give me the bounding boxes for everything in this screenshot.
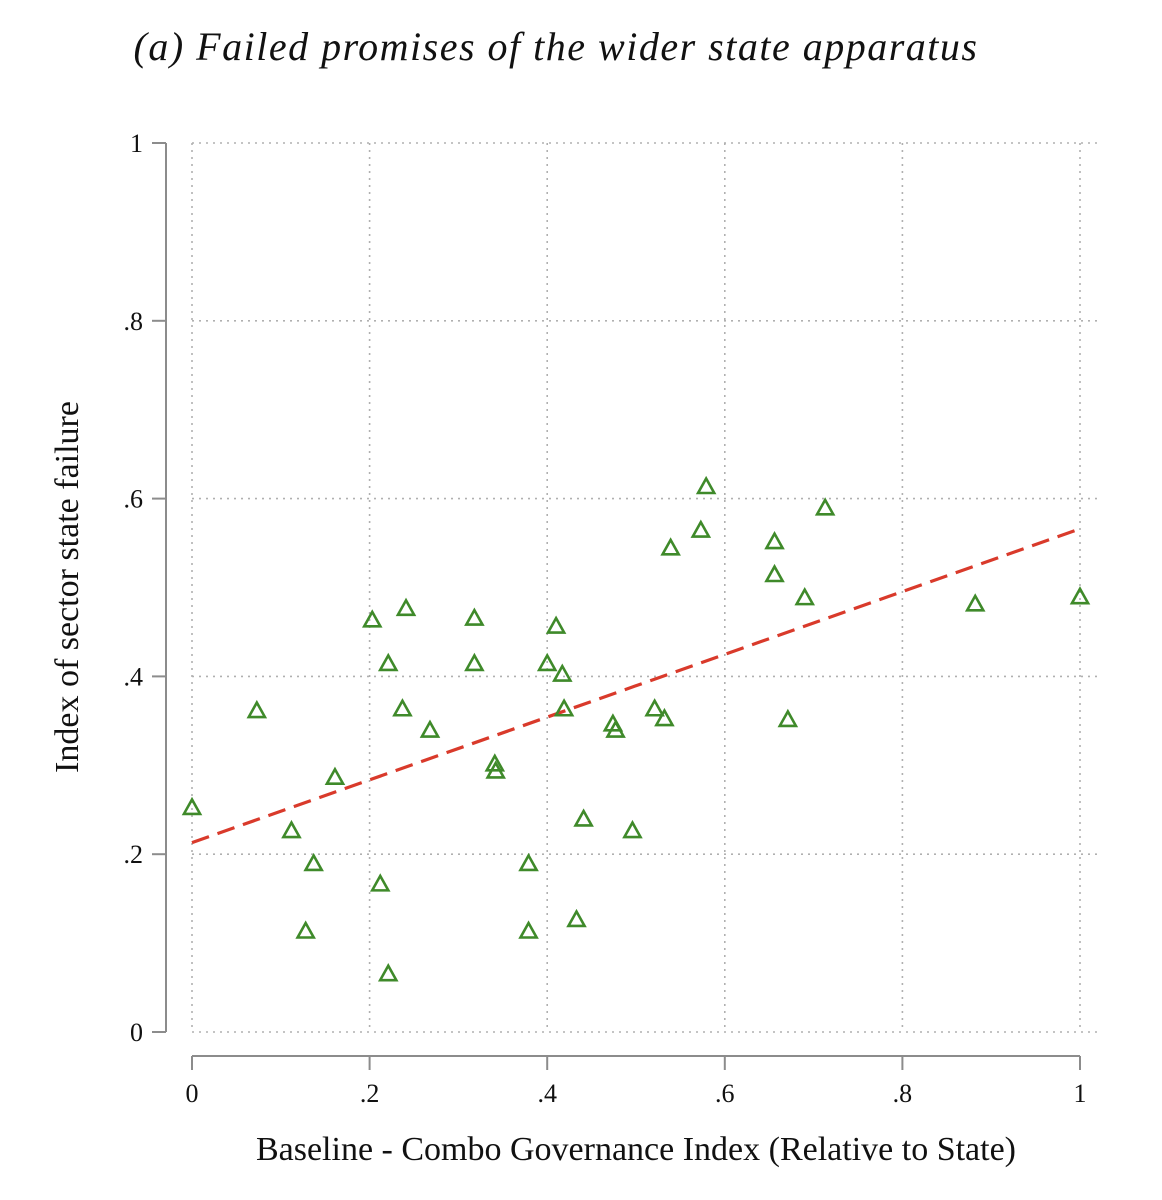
x-tick-label: .2 [360, 1079, 380, 1108]
data-point [377, 652, 399, 672]
data-point [566, 908, 587, 928]
data-point [777, 708, 799, 728]
data-point [536, 652, 558, 672]
data-point [545, 615, 567, 634]
data-point [764, 530, 785, 550]
data-point [392, 698, 413, 717]
axes [165, 143, 1080, 1057]
data-point [369, 873, 391, 892]
data-point [484, 753, 506, 772]
x-tick-label: 1 [1074, 1079, 1087, 1108]
data-point [464, 607, 485, 626]
data-point [361, 609, 383, 628]
x-tick-label: .4 [537, 1079, 557, 1108]
data-point [246, 699, 268, 719]
data-point [485, 760, 506, 779]
data-point [695, 475, 717, 495]
data-point [303, 852, 324, 872]
x-tick-label: .8 [893, 1079, 913, 1108]
data-point [464, 652, 485, 672]
data-point [518, 920, 539, 939]
data-point [814, 497, 836, 516]
x-tick-label: 0 [186, 1079, 199, 1108]
data-point [1069, 586, 1091, 605]
data-point [377, 963, 399, 982]
data-point [654, 707, 675, 727]
data-point [395, 597, 417, 617]
y-axis-label: Index of sector state failure [49, 401, 86, 773]
data-points [181, 475, 1091, 982]
data-point [281, 819, 302, 839]
x-axis-label: Baseline - Combo Governance Index (Relat… [256, 1131, 1016, 1168]
fit-line [191, 527, 1081, 845]
data-point [690, 519, 712, 538]
data-point [295, 920, 316, 939]
axis-ticks: 0 .2 .4 .6 .8 1 0 .2 .4 .6 .8 1 [124, 129, 1087, 1108]
grid-lines [191, 142, 1102, 1033]
data-point [419, 719, 441, 738]
data-point [553, 698, 575, 717]
data-point [518, 852, 539, 872]
data-point [324, 766, 346, 785]
x-tick-label: .6 [715, 1079, 735, 1108]
y-tick-label: .2 [124, 840, 144, 869]
y-tick-label: .6 [124, 485, 144, 514]
data-point [605, 719, 626, 738]
data-point [660, 537, 681, 556]
data-point [181, 796, 203, 816]
data-point [964, 593, 986, 612]
y-tick-label: 1 [130, 129, 143, 158]
data-point [573, 808, 594, 827]
chart-title: (a) Failed promises of the wider state a… [134, 24, 979, 69]
data-point [622, 819, 643, 839]
data-point [552, 663, 573, 682]
y-tick-label: 0 [130, 1018, 143, 1047]
data-point [794, 587, 816, 606]
y-tick-label: .8 [124, 307, 144, 336]
data-point [764, 563, 785, 583]
fit-line-layer [191, 527, 1081, 845]
data-point [644, 698, 665, 717]
y-tick-label: .4 [124, 662, 144, 691]
